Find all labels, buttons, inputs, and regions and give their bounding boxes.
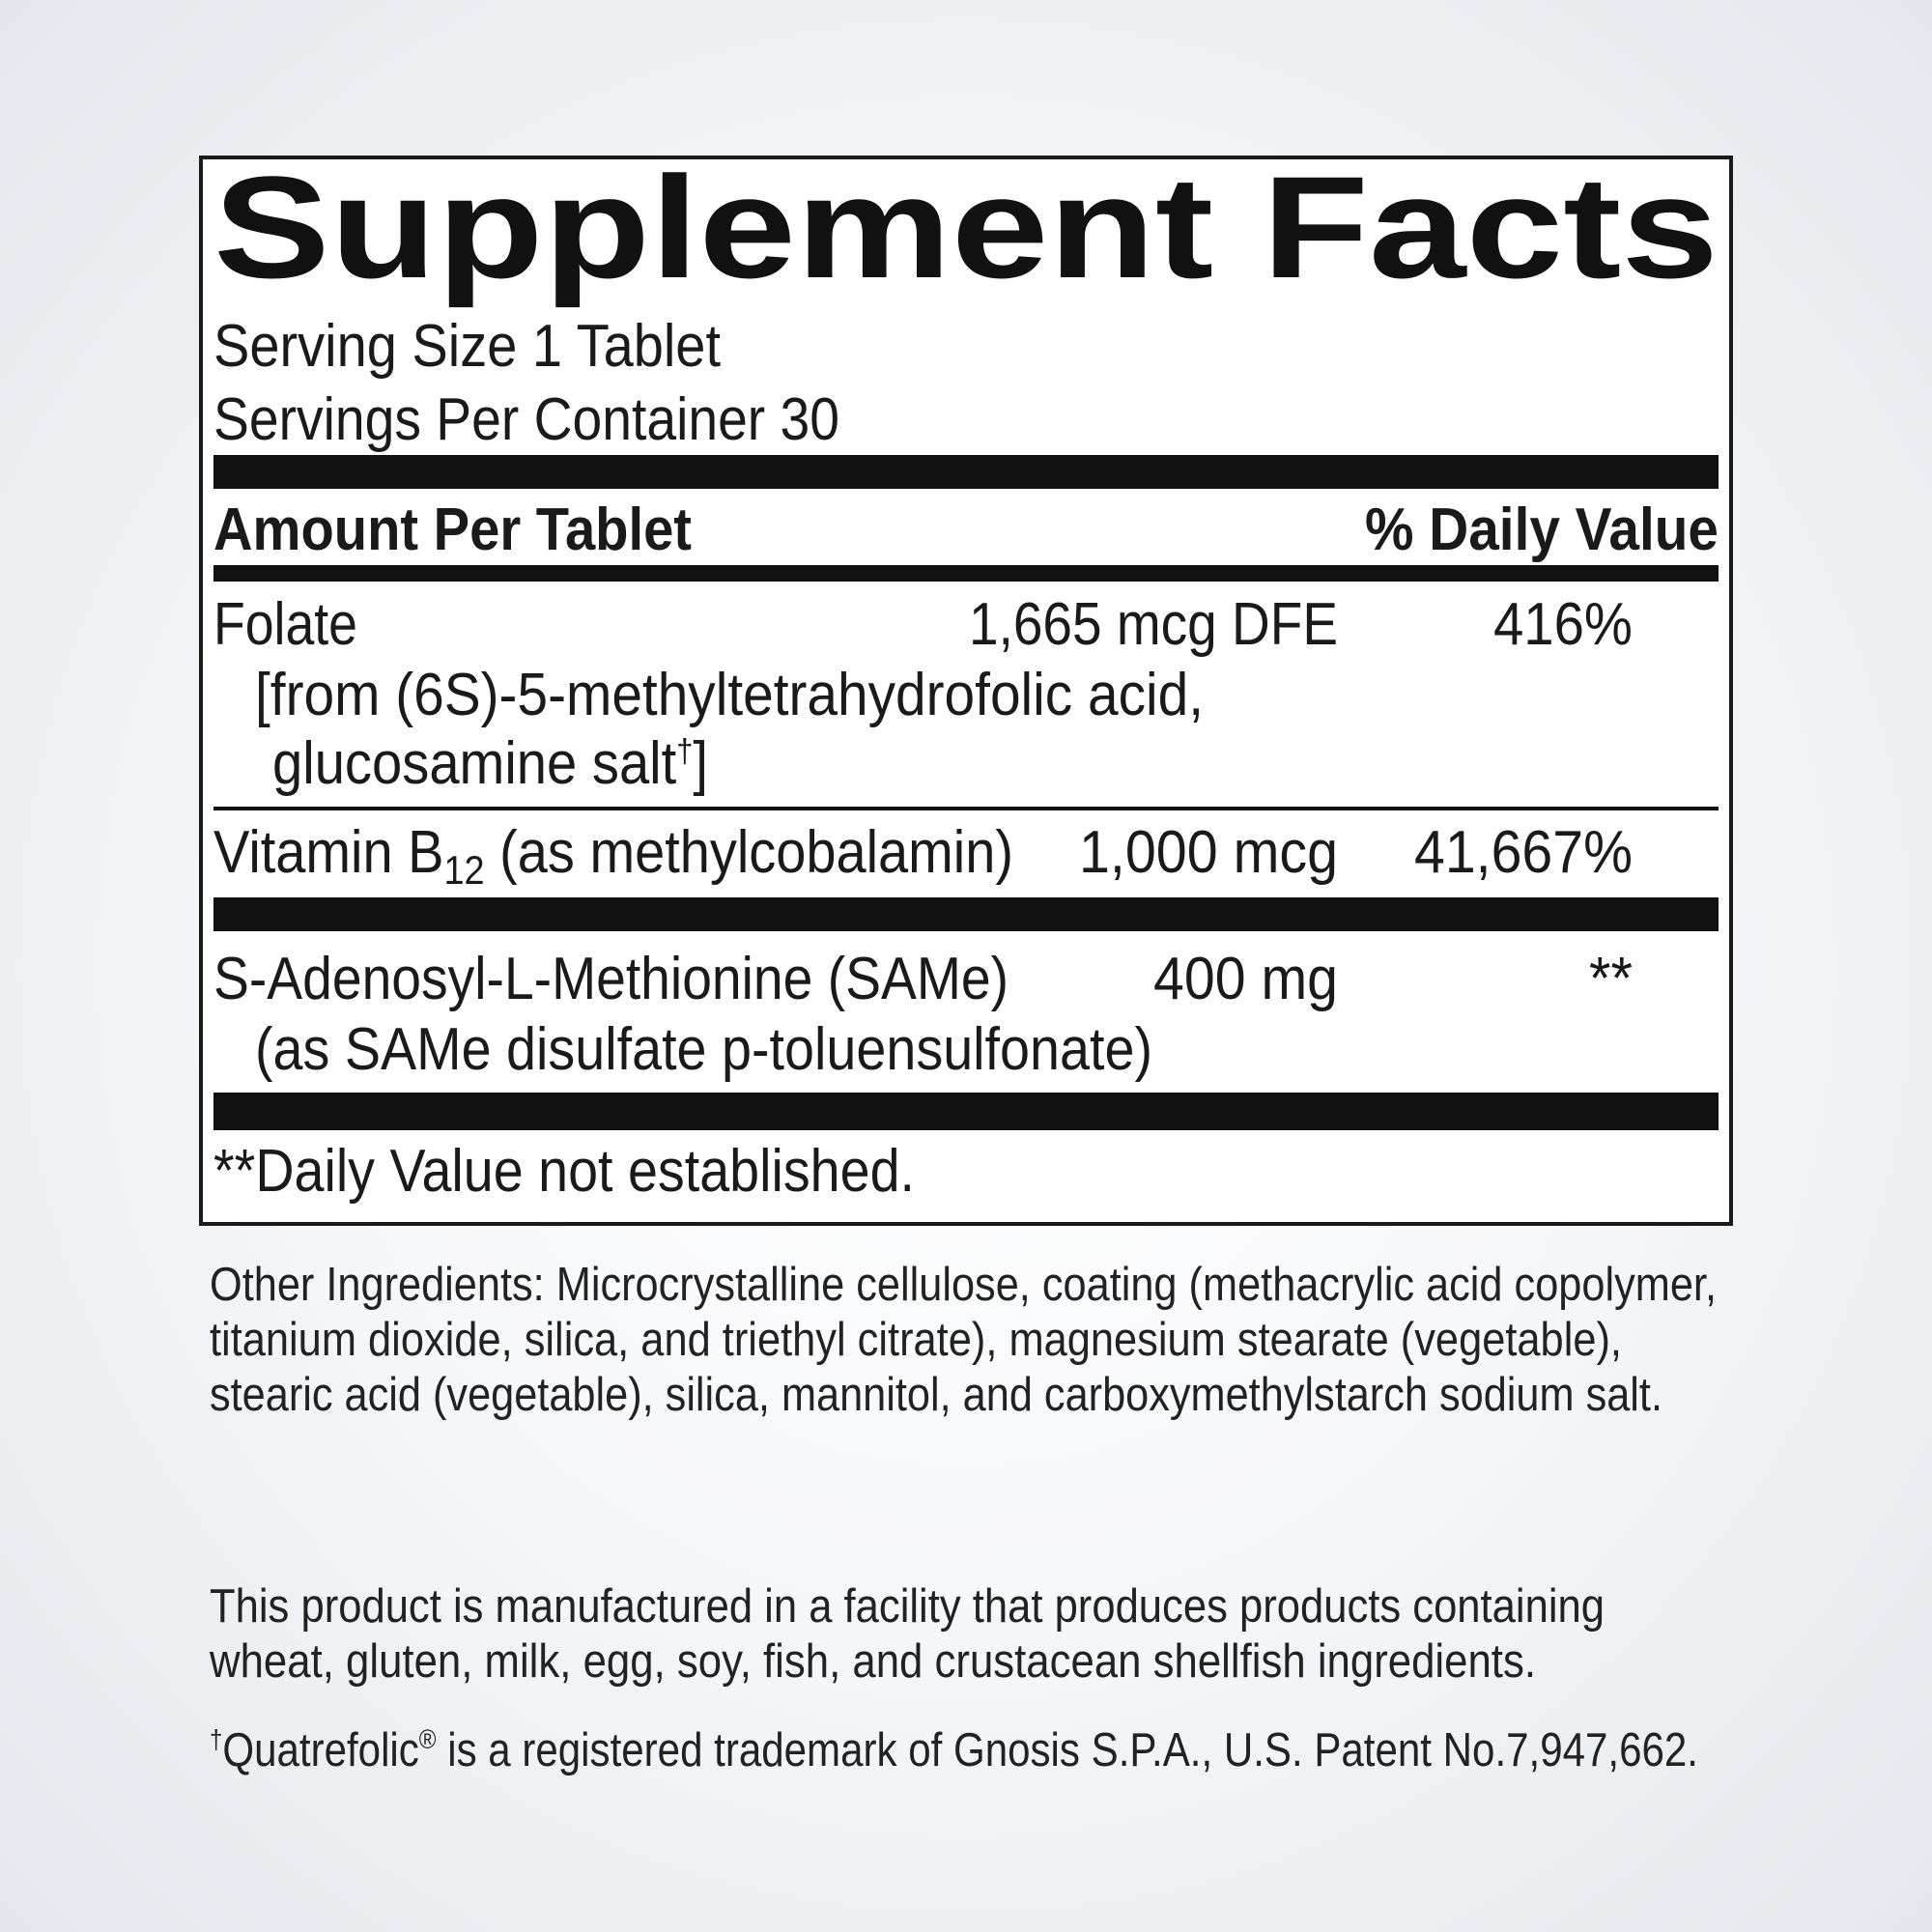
thin-divider [213, 807, 1719, 810]
nutrient-row-folate: Folate 1,665 mcg DFE 416% [from (6S)-5-m… [213, 591, 1633, 797]
nutrient-name: Folate [213, 591, 357, 658]
name-text-post: (as methylcobalamin) [485, 819, 1013, 886]
other-ingredients-line: Other Ingredients: Microcrystalline cell… [210, 1259, 1717, 1311]
name-text: Vitamin B [213, 819, 443, 886]
dagger-mark: † [210, 1724, 222, 1754]
nutrient-dv: 41,667% [1414, 819, 1633, 886]
allergen-statement: This product is manufactured in a facili… [209, 1580, 1605, 1688]
source-text: glucosamine salt [272, 730, 676, 797]
allergen-line: wheat, gluten, milk, egg, soy, fish, and… [209, 1635, 1536, 1688]
trademark-text: is a registered trademark of Gnosis S.P.… [437, 1724, 1698, 1776]
thick-divider [213, 897, 1719, 931]
nutrient-row-vitamin-b12: Vitamin B12 (as methylcobalamin) 1,000 m… [213, 819, 1633, 893]
panel-title: Supplement Facts [213, 146, 1719, 308]
nutrient-amount: 400 mg [1153, 946, 1338, 1012]
nutrient-name: S-Adenosyl-L-Methionine (SAMe) [213, 946, 1009, 1012]
closing-bracket: ] [693, 730, 708, 797]
nutrient-name: Vitamin B12 (as methylcobalamin) [213, 819, 1013, 893]
daily-value-footnote: **Daily Value not established. [213, 1138, 915, 1205]
nutrient-row-same: S-Adenosyl-L-Methionine (SAMe) 400 mg **… [213, 946, 1633, 1083]
other-ingredients-line: titanium dioxide, silica, and triethyl c… [210, 1314, 1622, 1366]
nutrient-source-cont: glucosamine salt†] [272, 730, 708, 797]
header-daily-value: % Daily Value [1365, 497, 1719, 563]
brand-name: Quatrefolic [222, 1724, 418, 1776]
serving-size: Serving Size 1 Tablet [213, 313, 721, 380]
allergen-line: This product is manufactured in a facili… [210, 1580, 1605, 1633]
registered-mark: ® [419, 1724, 437, 1754]
subscript: 12 [443, 847, 484, 893]
thick-divider [213, 1093, 1719, 1130]
facts-panel-border [199, 156, 1733, 1226]
medium-divider [213, 565, 1719, 582]
header-amount-per-tablet: Amount Per Tablet [213, 497, 692, 563]
nutrient-dv: ** [1589, 946, 1633, 1012]
nutrient-source: [from (6S)-5-methyltetrahydrofolic acid, [255, 662, 1204, 728]
nutrient-source: (as SAMe disulfate p-toluensulfonate) [255, 1016, 1152, 1083]
nutrient-dv: 416% [1493, 591, 1633, 658]
trademark-notice: †Quatrefolic® is a registered trademark … [210, 1724, 1698, 1776]
nutrient-amount: 1,665 mcg DFE [969, 591, 1338, 658]
other-ingredients-line: stearic acid (vegetable), silica, mannit… [210, 1369, 1662, 1421]
thick-divider [213, 455, 1719, 489]
dagger-mark: † [676, 733, 693, 770]
nutrient-amount: 1,000 mcg [1079, 819, 1338, 886]
other-ingredients: Other Ingredients: Microcrystalline cell… [210, 1259, 1717, 1421]
servings-per-container: Servings Per Container 30 [213, 386, 839, 453]
